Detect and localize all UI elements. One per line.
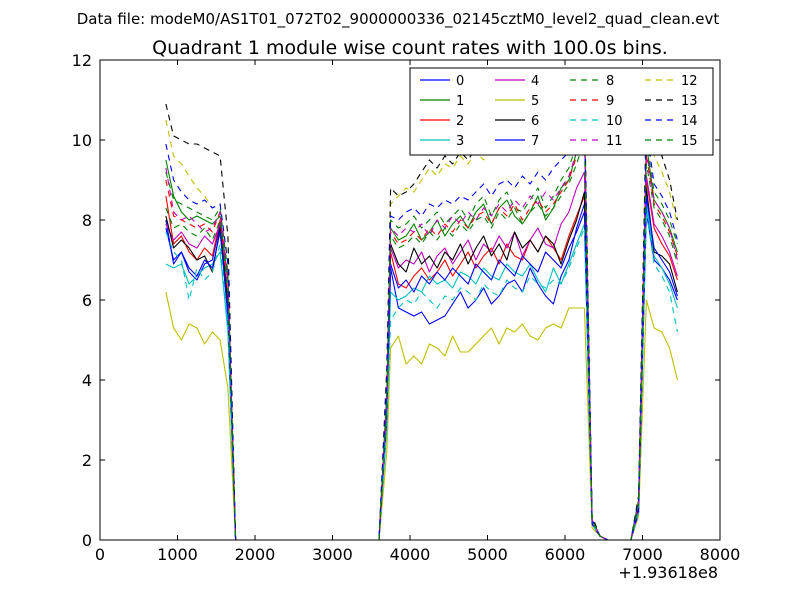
axes: 0 1000 2000 3000 4000 5000 6000 7000 80000246810… xyxy=(72,51,741,564)
legend-label: 14 xyxy=(681,114,698,129)
x-axis-offset-label: +1.93618e8 xyxy=(618,563,718,582)
legend-label: 2 xyxy=(456,114,464,129)
legend-label: 9 xyxy=(606,94,614,109)
legend-label: 7 xyxy=(531,134,539,149)
legend-label: 1 xyxy=(456,94,464,109)
legend-label: 15 xyxy=(681,134,698,149)
x-tick-label: 2000 xyxy=(235,545,276,564)
series-line-10 xyxy=(165,211,678,541)
series-line-7 xyxy=(165,195,678,541)
series-line-1 xyxy=(165,119,678,541)
y-tick-label: 0 xyxy=(82,531,92,550)
y-tick-label: 12 xyxy=(72,51,92,70)
x-tick-label: 0 xyxy=(95,545,105,564)
series-line-2 xyxy=(165,179,678,541)
legend-label: 8 xyxy=(606,74,614,89)
legend-box xyxy=(409,67,714,156)
series-line-15 xyxy=(165,139,678,541)
chart-suptitle: Data file: modeM0/AS1T01_072T02_90000003… xyxy=(77,10,720,29)
legend-label: 4 xyxy=(531,74,539,89)
x-tick-label: 6000 xyxy=(545,545,586,564)
x-tick-label: 3000 xyxy=(312,545,353,564)
series-line-13 xyxy=(165,99,678,541)
y-tick-label: 6 xyxy=(82,291,92,310)
series-line-14 xyxy=(165,111,678,541)
legend-label: 6 xyxy=(531,114,539,129)
series-line-0 xyxy=(165,203,678,541)
legend-label: 3 xyxy=(456,134,464,149)
legend-label: 5 xyxy=(531,94,539,109)
y-tick-label: 8 xyxy=(82,211,92,230)
legend-label: 13 xyxy=(681,94,698,109)
legend-label: 12 xyxy=(681,74,698,89)
x-tick-label: 8000 xyxy=(700,545,741,564)
plot-lines xyxy=(165,99,678,541)
series-line-12 xyxy=(165,99,678,541)
x-tick-label: 4000 xyxy=(390,545,431,564)
x-tick-label: 1000 xyxy=(157,545,198,564)
series-line-11 xyxy=(165,127,678,541)
y-tick-label: 2 xyxy=(82,451,92,470)
series-line-9 xyxy=(165,131,678,541)
legend-label: 11 xyxy=(606,134,623,149)
chart-title: Quadrant 1 module wise count rates with … xyxy=(152,37,668,59)
x-tick-label: 5000 xyxy=(467,545,508,564)
y-tick-label: 4 xyxy=(82,371,92,390)
x-tick-label: 7000 xyxy=(622,545,663,564)
legend-label: 0 xyxy=(456,74,464,89)
series-line-5 xyxy=(165,291,678,541)
legend-label: 10 xyxy=(606,114,623,129)
series-line-3 xyxy=(165,203,678,541)
y-tick-label: 10 xyxy=(72,131,92,150)
